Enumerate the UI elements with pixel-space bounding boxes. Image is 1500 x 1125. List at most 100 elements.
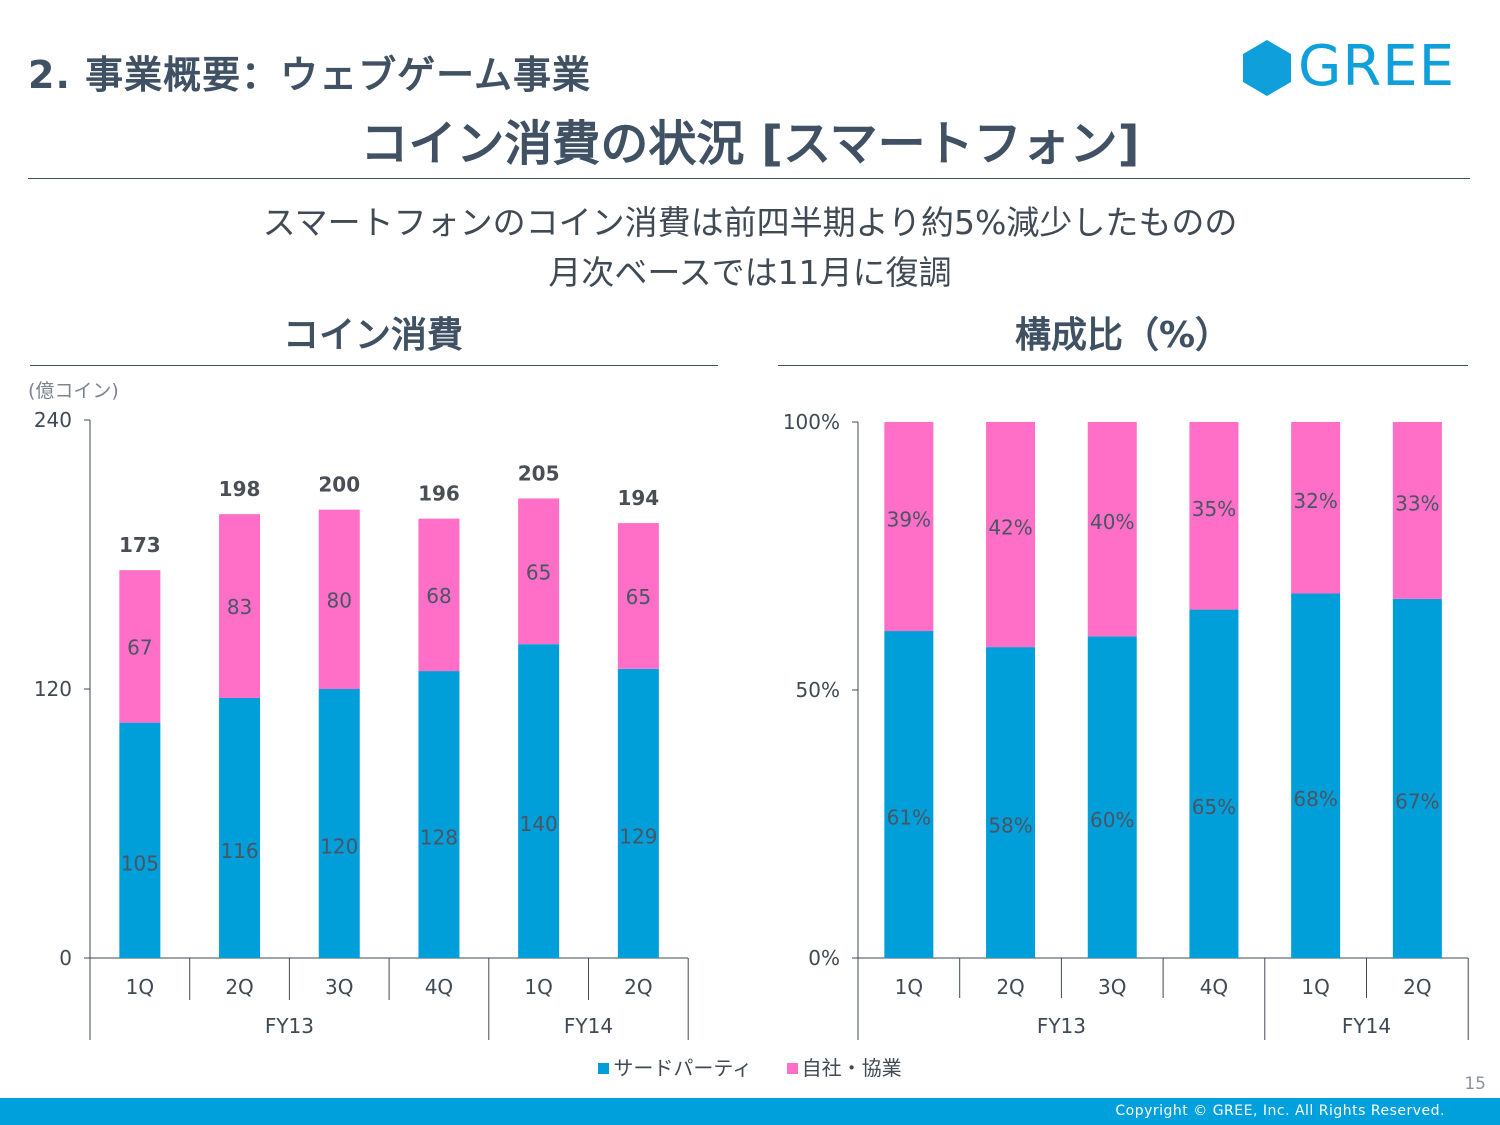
x-group-label: FY13: [1037, 1014, 1086, 1038]
x-group-label: FY14: [564, 1014, 613, 1038]
y-tick-label: 100%: [783, 410, 840, 434]
data-label-total: 200: [318, 473, 360, 497]
bar-third-party: [318, 689, 360, 958]
hexagon-logo-icon: [1243, 40, 1291, 96]
legend-swatch-third-party: [598, 1063, 610, 1074]
logo-text: GREE: [1298, 34, 1456, 99]
title-divider: [28, 178, 1470, 179]
bar-third-party: [1291, 593, 1341, 958]
footer-bar: [0, 1098, 1500, 1125]
bar-first-party: [518, 498, 560, 645]
x-category-label: 1Q: [895, 975, 923, 999]
page-title: コイン消費の状況 [スマートフォン]: [360, 116, 1140, 172]
data-label-third-party: 67%: [1395, 789, 1439, 813]
y-tick-label: 120: [34, 677, 72, 701]
y-axis-unit-label: (億コイン): [28, 380, 119, 402]
data-label-first-party: 42%: [988, 516, 1032, 540]
y-tick-label: 0: [59, 946, 72, 970]
data-label-first-party: 80: [327, 588, 352, 612]
x-category-label: 4Q: [1200, 975, 1228, 999]
data-label-third-party: 105: [121, 851, 159, 875]
data-label-first-party: 35%: [1192, 497, 1236, 521]
x-category-label: 2Q: [624, 975, 652, 999]
section-title: 2. 事業概要：ウェブゲーム事業: [28, 53, 591, 97]
data-label-third-party: 128: [420, 826, 458, 850]
subtitle-line-2: 月次ベースでは11月に復調: [548, 253, 952, 292]
bar-first-party: [1087, 422, 1137, 637]
bar-third-party: [1087, 636, 1137, 958]
data-label-first-party: 83: [227, 595, 252, 619]
bar-third-party: [1392, 598, 1442, 958]
x-group-label: FY13: [265, 1014, 314, 1038]
bar-first-party: [219, 514, 261, 698]
gree-logo: GREE: [1240, 34, 1460, 99]
bar-first-party: [1291, 422, 1341, 594]
right-heading-divider: [778, 365, 1468, 366]
x-category-label: 1Q: [524, 975, 552, 999]
data-label-third-party: 60%: [1090, 808, 1134, 832]
legend-item-first-party: 自社・協業: [786, 1052, 902, 1081]
data-label-first-party: 39%: [887, 508, 931, 532]
bar-third-party: [617, 668, 659, 958]
bar-first-party: [884, 422, 934, 632]
data-label-first-party: 40%: [1090, 510, 1134, 534]
legend-item-third-party: サードパーティ: [598, 1052, 752, 1081]
data-label-total: 198: [219, 477, 261, 501]
data-label-total: 205: [518, 461, 560, 485]
bar-first-party: [1392, 422, 1442, 599]
data-label-first-party: 32%: [1293, 489, 1337, 513]
x-group-label: FY14: [1342, 1014, 1391, 1038]
x-category-label: 2Q: [1403, 975, 1431, 999]
x-category-label: 4Q: [425, 975, 453, 999]
copyright-notice: Copyright © GREE, Inc. All Rights Reserv…: [1115, 1103, 1445, 1119]
data-label-total: 173: [119, 533, 161, 557]
data-label-first-party: 65: [526, 560, 551, 584]
data-label-first-party: 68: [426, 584, 451, 608]
bar-first-party: [119, 570, 161, 723]
bar-third-party: [219, 697, 261, 958]
bar-first-party: [318, 509, 360, 689]
data-label-total: 196: [418, 482, 460, 506]
x-category-label: 3Q: [325, 975, 353, 999]
data-label-third-party: 65%: [1192, 795, 1236, 819]
data-label-third-party: 58%: [988, 814, 1032, 838]
legend-label-third-party: サードパーティ: [613, 1056, 753, 1080]
bar-third-party: [119, 722, 161, 958]
x-category-label: 1Q: [1301, 975, 1329, 999]
subtitle: スマートフォンのコイン消費は前四半期より約5%減少したものの 月次ベースでは11…: [0, 198, 1500, 298]
data-label-third-party: 116: [220, 839, 258, 863]
data-label-first-party: 33%: [1395, 491, 1439, 515]
data-label-third-party: 129: [619, 824, 657, 848]
y-tick-label: 240: [34, 408, 72, 432]
data-label-third-party: 68%: [1293, 787, 1337, 811]
x-category-label: 1Q: [126, 975, 154, 999]
data-label-third-party: 140: [520, 812, 558, 836]
x-category-label: 3Q: [1098, 975, 1126, 999]
data-label-third-party: 61%: [887, 806, 931, 830]
chart-legend: サードパーティ 自社・協業: [0, 1052, 1500, 1081]
legend-swatch-first-party: [786, 1063, 798, 1074]
page-number: 15: [1464, 1074, 1486, 1094]
bar-third-party: [986, 647, 1036, 958]
legend-label-first-party: 自社・協業: [801, 1056, 902, 1080]
bar-third-party: [418, 671, 460, 958]
bar-third-party: [1189, 609, 1239, 958]
bar-third-party: [884, 631, 934, 958]
bar-first-party: [986, 422, 1036, 648]
y-tick-label: 50%: [796, 678, 840, 702]
data-label-total: 194: [617, 486, 659, 510]
y-tick-label: 0%: [808, 946, 840, 970]
data-label-third-party: 120: [320, 835, 358, 859]
data-label-first-party: 67: [127, 635, 152, 659]
coin-consumption-heading: コイン消費: [282, 315, 463, 356]
subtitle-line-1: スマートフォンのコイン消費は前四半期より約5%減少したものの: [262, 203, 1238, 242]
bar-first-party: [418, 518, 460, 672]
bar-first-party: [1189, 422, 1239, 610]
x-category-label: 2Q: [225, 975, 253, 999]
composition-ratio-heading: 構成比（%）: [1014, 315, 1232, 356]
x-category-label: 2Q: [996, 975, 1024, 999]
bar-third-party: [518, 644, 560, 958]
bar-first-party: [617, 523, 659, 669]
